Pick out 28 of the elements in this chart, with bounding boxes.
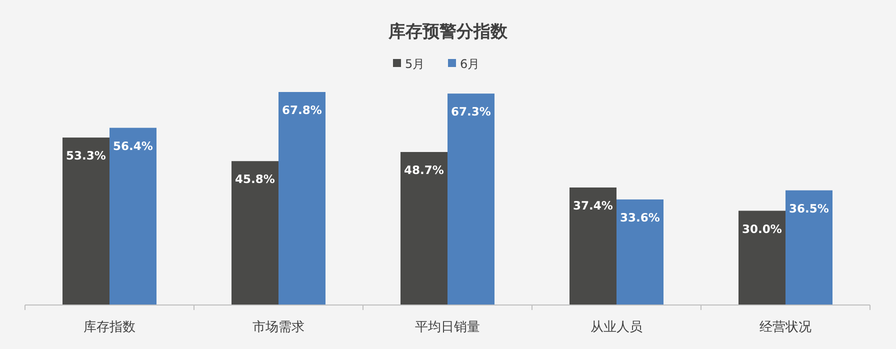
data-label: 33.6%: [620, 210, 660, 224]
x-tick-label: 从业人员: [590, 320, 642, 335]
bar: [400, 152, 448, 305]
legend-label: 5月: [405, 57, 425, 71]
legend-label: 6月: [460, 57, 480, 71]
bar: [786, 190, 832, 305]
bar: [616, 199, 664, 305]
data-label: 36.5%: [789, 201, 830, 216]
data-label: 30.0%: [742, 222, 782, 236]
bar: [232, 161, 278, 305]
bar: [570, 188, 616, 305]
x-tick-label: 经营状况: [760, 320, 812, 335]
data-label: 53.3%: [66, 148, 106, 163]
bar: [62, 138, 110, 305]
x-tick-label: 库存指数: [84, 320, 136, 335]
chart-title: 库存预警分指数: [388, 22, 508, 42]
bar: [448, 94, 494, 305]
data-label: 67.3%: [451, 104, 492, 119]
x-tick-label: 市场需求: [252, 320, 304, 335]
data-label: 67.8%: [282, 103, 322, 117]
bar: [278, 92, 326, 305]
data-label: 48.7%: [404, 163, 444, 178]
x-tick-label: 平均日销量: [415, 320, 480, 335]
data-label: 37.4%: [573, 198, 614, 213]
data-label: 45.8%: [235, 172, 276, 186]
bar: [738, 210, 786, 305]
bar: [110, 128, 156, 305]
data-label: 56.4%: [113, 138, 154, 153]
